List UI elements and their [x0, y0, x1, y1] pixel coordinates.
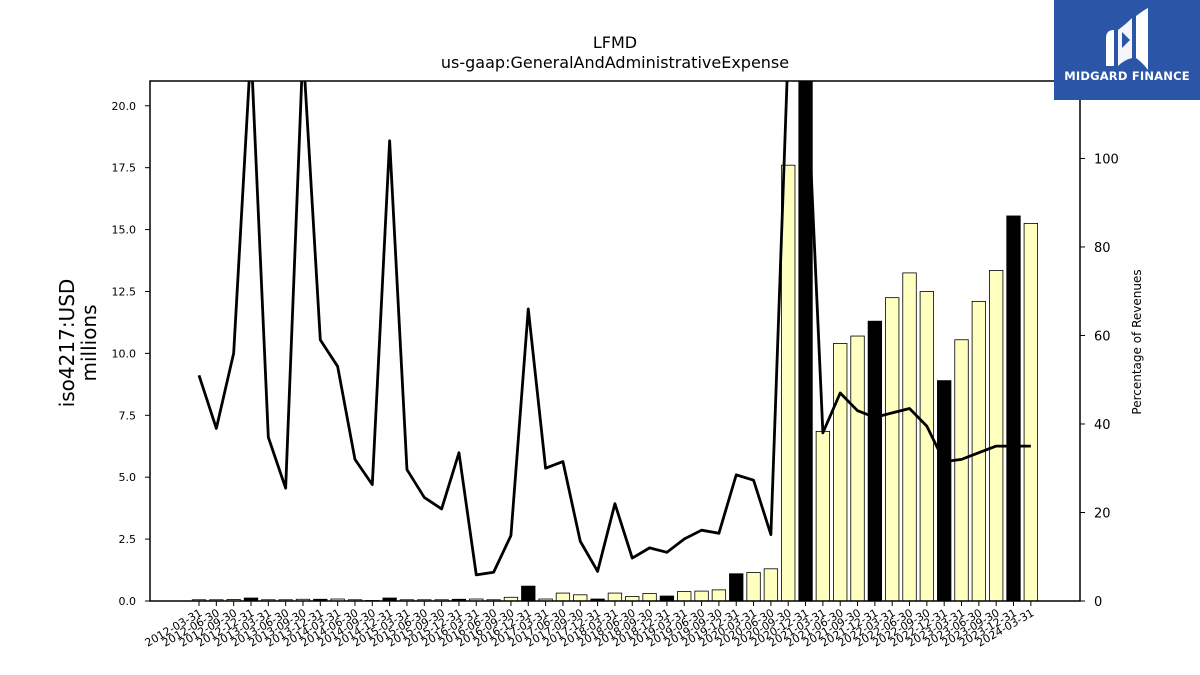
bar	[555, 592, 571, 602]
y-axis-label-units: millions	[77, 304, 101, 381]
bar	[989, 270, 1004, 602]
logo: MIDGARD FINANCE	[1054, 0, 1200, 100]
bar	[885, 297, 900, 602]
bar	[694, 590, 709, 602]
y-tick-label: 12.5	[112, 285, 137, 298]
bar	[573, 594, 588, 602]
bar	[642, 593, 657, 602]
bar-series	[191, 80, 1038, 602]
bar	[850, 335, 865, 602]
bar	[729, 573, 744, 602]
y-tick-label: 7.5	[119, 409, 137, 422]
y-tick-label: 5.0	[119, 471, 137, 484]
plot-frame	[149, 80, 1081, 602]
y2-tick-label: 20	[1094, 506, 1111, 521]
bar	[919, 291, 935, 602]
bar	[763, 568, 779, 602]
y-tick-label: 17.5	[112, 162, 137, 175]
bar	[937, 380, 952, 602]
bar	[815, 430, 831, 602]
bar	[677, 591, 692, 602]
bar	[607, 592, 623, 602]
bar	[902, 272, 917, 602]
y2-tick-label: 40	[1094, 418, 1111, 433]
chart-title: LFMD	[593, 33, 637, 52]
y-tick-label: 2.5	[119, 533, 137, 546]
m-logo-icon	[1106, 8, 1148, 70]
y2-tick-label: 80	[1094, 241, 1111, 256]
bar	[954, 339, 969, 602]
pct-revenue-series	[197, 81, 1031, 577]
bar	[833, 343, 848, 602]
x-axis-ticks: 2012-03-312012-06-302012-09-302012-12-31…	[143, 601, 1036, 650]
bar	[781, 164, 796, 602]
bar	[521, 585, 536, 602]
bar	[1006, 215, 1021, 602]
y-tick-label: 15.0	[112, 224, 137, 237]
y-tick-label: 10.0	[112, 347, 137, 360]
y2-axis-label: Percentage of Revenues	[1130, 269, 1144, 414]
logo-text: MIDGARD FINANCE	[1064, 69, 1190, 83]
y2-axis-ticks: 0 20 40 60 80 100	[1080, 152, 1119, 610]
y-axis-ticks: 0.0 2.5 5.0 7.5 10.0 12.5 15.0 17.5 20.0	[112, 100, 150, 608]
bar	[1023, 222, 1038, 602]
chart-subtitle: us-gaap:GeneralAndAdministrativeExpense	[441, 53, 789, 72]
bar	[867, 320, 883, 602]
y-tick-label: 0.0	[119, 595, 137, 608]
y2-tick-label: 0	[1094, 595, 1102, 610]
y2-tick-label: 100	[1094, 152, 1119, 167]
y-tick-label: 20.0	[112, 100, 137, 113]
y2-tick-label: 60	[1094, 329, 1111, 344]
bar	[711, 589, 727, 602]
bar	[746, 572, 761, 602]
pct-revenue-line	[197, 81, 1031, 577]
y-axis-label: iso4217:USD	[55, 279, 79, 408]
